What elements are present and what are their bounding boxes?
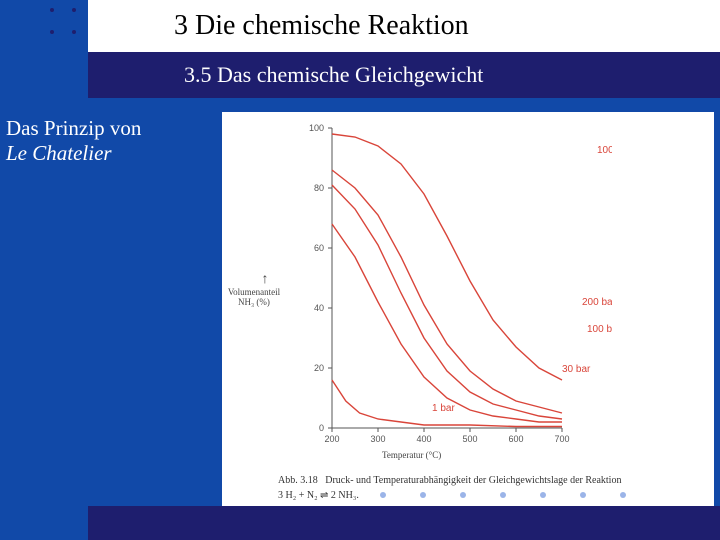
section-title: 3.5 Das chemische Gleichgewicht [184, 62, 483, 88]
sidebar-line2: Le Chatelier [6, 141, 206, 166]
svg-text:100 bar: 100 bar [587, 324, 612, 335]
svg-text:200 bar: 200 bar [582, 297, 612, 308]
svg-text:20: 20 [314, 363, 324, 373]
svg-text:1000 bar: 1000 bar [597, 145, 612, 156]
chart-panel: 0 20 40 60 80 100 200 300 400 500 600 700 1000 bar 20… [222, 112, 714, 510]
svg-text:200: 200 [324, 434, 339, 444]
svg-text:0: 0 [319, 423, 324, 433]
svg-text:500: 500 [462, 434, 477, 444]
decorative-dots-bottom [380, 492, 700, 522]
subtitle-bar: 3.5 Das chemische Gleichgewicht [88, 52, 720, 98]
arrow-up-icon: ↑ [246, 272, 284, 287]
svg-text:300: 300 [370, 434, 385, 444]
svg-text:700: 700 [554, 434, 569, 444]
svg-text:1 bar: 1 bar [432, 403, 455, 414]
svg-text:60: 60 [314, 243, 324, 253]
decorative-dots-top [0, 0, 88, 52]
x-axis-label: Temperatur (°C) [382, 450, 441, 460]
svg-text:30 bar: 30 bar [562, 364, 591, 375]
svg-text:80: 80 [314, 183, 324, 193]
caption-text: Druck- und Temperaturabhängigkeit der Gl… [325, 475, 621, 486]
svg-text:400: 400 [416, 434, 431, 444]
sidebar-heading: Das Prinzip von Le Chatelier [6, 116, 206, 166]
equilibrium-chart: 0 20 40 60 80 100 200 300 400 500 600 700 1000 bar 20… [252, 118, 612, 458]
chapter-title: 3 Die chemische Reaktion [174, 10, 469, 42]
svg-text:40: 40 [314, 303, 324, 313]
caption-prefix: Abb. 3.18 [278, 475, 318, 486]
title-bar: 3 Die chemische Reaktion [88, 0, 720, 52]
svg-text:100: 100 [309, 123, 324, 133]
sidebar-line1: Das Prinzip von [6, 116, 206, 141]
svg-text:600: 600 [508, 434, 523, 444]
